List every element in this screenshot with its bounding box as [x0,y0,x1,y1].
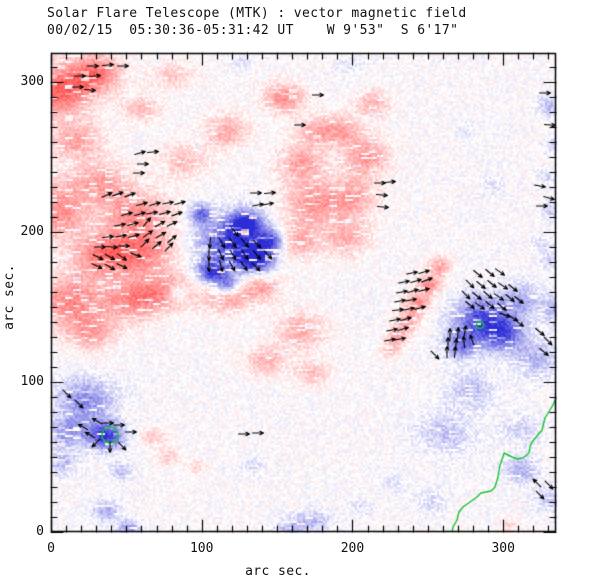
figure-title: Solar Flare Telescope (MTK) : vector mag… [47,6,467,21]
x-tick-label: 100 [189,541,214,556]
y-tick-label: 200 [20,223,44,239]
y-axis-title: arc sec. [2,264,17,330]
y-tick-label: 100 [20,373,44,389]
x-tick-label: 0 [47,541,55,556]
x-tick-label: 300 [491,541,515,556]
x-tick-label: 200 [340,541,365,556]
y-tick-label: 0 [36,524,44,539]
x-axis-title: arc sec. [245,564,311,579]
y-tick-label: 300 [20,73,44,89]
figure-subtitle: 00/02/15 05:30:36-05:31:42 UT W 9'53" S … [47,23,459,38]
